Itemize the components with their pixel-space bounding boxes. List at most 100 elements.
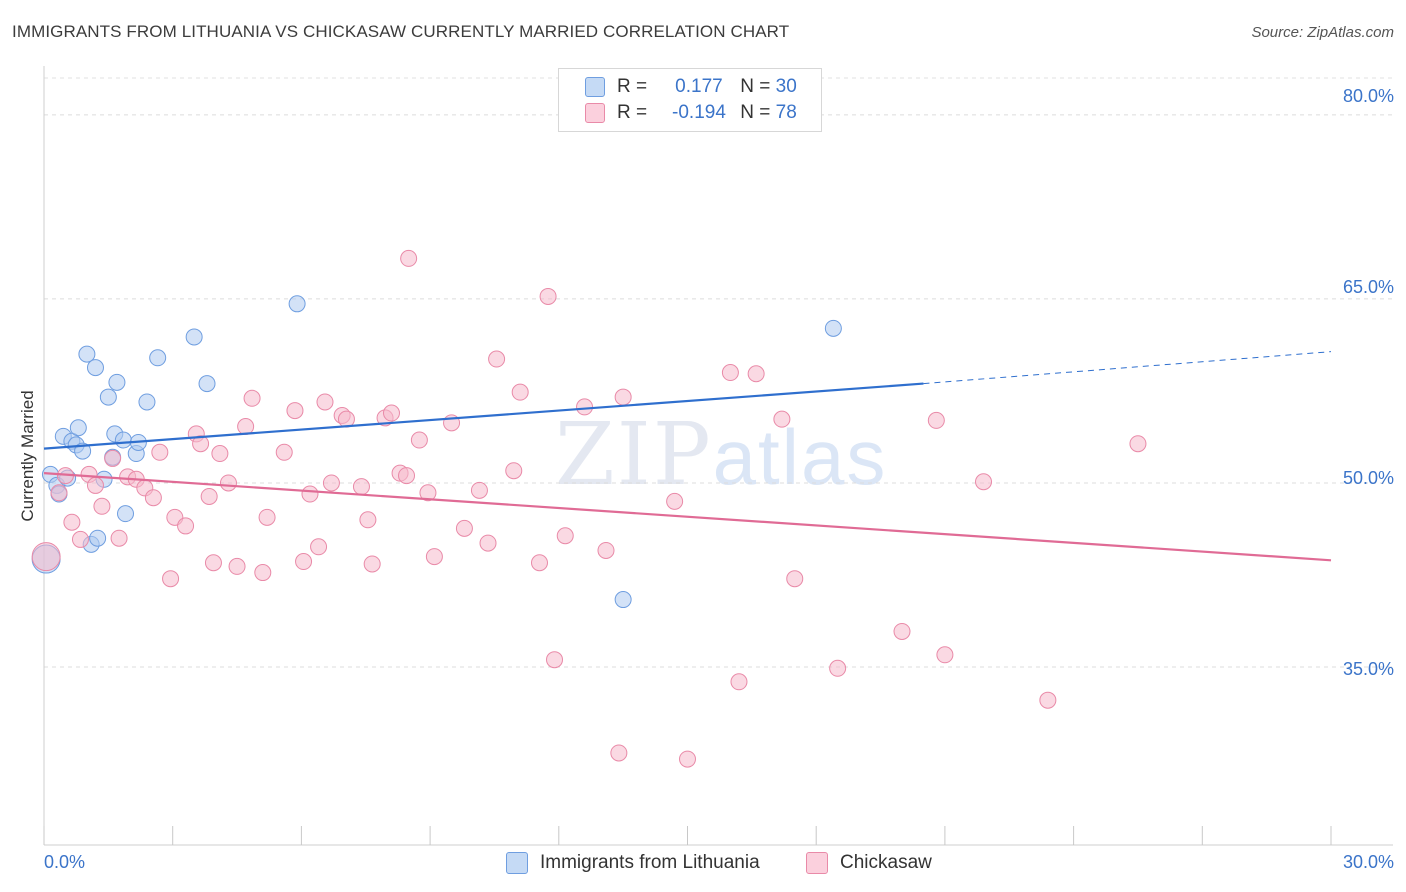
point-lithuania: [69, 419, 87, 437]
point-chickasaw: [927, 411, 945, 429]
x-tick-label-max: 30.0%: [1342, 852, 1394, 872]
point-chickasaw: [829, 659, 847, 677]
y-tick-label: 65.0%: [1342, 277, 1394, 297]
point-chickasaw: [63, 513, 81, 531]
point-chickasaw: [310, 538, 328, 556]
legend-item-chickasaw[interactable]: Chickasaw: [806, 852, 932, 874]
point-chickasaw: [730, 673, 748, 691]
point-chickasaw: [786, 570, 804, 588]
point-chickasaw: [93, 497, 111, 515]
trendline-lithuania: [43, 382, 924, 450]
point-chickasaw: [400, 249, 418, 267]
y-tick-label: 35.0%: [1342, 659, 1394, 679]
point-chickasaw: [237, 418, 255, 436]
legend-row-lithuania: R = 0.177 N = 30: [585, 74, 797, 100]
point-lithuania: [114, 431, 132, 449]
point-chickasaw: [505, 462, 523, 480]
point-chickasaw: [419, 484, 437, 502]
point-chickasaw: [286, 402, 304, 420]
point-chickasaw: [425, 548, 443, 566]
point-chickasaw: [1129, 435, 1147, 453]
point-chickasaw: [610, 744, 628, 762]
trendline-chickasaw: [43, 472, 1332, 562]
point-chickasaw: [747, 365, 765, 383]
point-chickasaw: [666, 492, 684, 510]
point-chickasaw: [71, 530, 89, 548]
point-chickasaw: [679, 750, 696, 768]
point-chickasaw: [275, 443, 293, 461]
trendline-lithuania-extension: [923, 351, 1332, 385]
series-legend: Immigrants from Lithuania Chickasaw: [0, 852, 1406, 878]
legend-r-label: R =: [617, 102, 648, 123]
point-chickasaw: [31, 542, 61, 572]
point-chickasaw: [614, 388, 632, 406]
point-chickasaw: [295, 553, 313, 571]
point-chickasaw: [316, 393, 334, 411]
point-chickasaw: [546, 651, 564, 669]
point-chickasaw: [773, 410, 791, 428]
chart-title: IMMIGRANTS FROM LITHUANIA VS CHICKASAW C…: [12, 22, 790, 41]
point-lithuania: [89, 529, 107, 547]
point-chickasaw: [177, 517, 195, 535]
correlation-legend: R = 0.177 N = 30 R = -0.194 N = 78: [558, 68, 822, 132]
point-chickasaw: [200, 487, 218, 505]
point-lithuania: [86, 359, 104, 377]
point-lithuania: [824, 319, 842, 337]
point-chickasaw: [936, 646, 954, 664]
y-axis-title: Currently Married: [18, 390, 37, 522]
point-chickasaw: [597, 541, 615, 559]
point-chickasaw: [488, 350, 506, 368]
point-lithuania: [185, 328, 203, 346]
point-chickasaw: [301, 485, 319, 503]
point-lithuania: [117, 505, 135, 523]
point-chickasaw: [352, 478, 370, 496]
point-chickasaw: [228, 557, 246, 575]
point-chickasaw: [556, 527, 574, 545]
legend-swatch-lithuania: [585, 77, 605, 97]
point-chickasaw: [144, 489, 162, 507]
legend-swatch-lithuania: [506, 852, 528, 874]
point-chickasaw: [322, 474, 340, 492]
point-chickasaw: [470, 481, 488, 499]
point-chickasaw: [211, 445, 229, 463]
legend-n-value: 30: [775, 76, 797, 97]
legend-item-lithuania[interactable]: Immigrants from Lithuania: [506, 852, 760, 874]
point-chickasaw: [530, 554, 548, 572]
source-label: Source: ZipAtlas.com: [1251, 24, 1394, 41]
point-chickasaw: [479, 534, 497, 552]
point-chickasaw: [975, 473, 993, 491]
point-chickasaw: [1039, 691, 1057, 709]
point-chickasaw: [539, 287, 557, 305]
point-chickasaw: [204, 554, 222, 572]
point-lithuania: [288, 295, 306, 313]
point-chickasaw: [382, 404, 400, 422]
point-chickasaw: [243, 389, 261, 407]
watermark-atlas: atlas: [712, 413, 888, 501]
legend-row-chickasaw: R = -0.194 N = 78: [585, 100, 797, 126]
y-tick-label: 50.0%: [1342, 468, 1394, 488]
point-chickasaw: [219, 474, 237, 492]
point-lithuania: [198, 375, 216, 393]
watermark-zip: ZIP: [555, 405, 713, 505]
legend-r-value: -0.194: [672, 102, 726, 123]
legend-n-label: N =: [740, 102, 771, 123]
point-lithuania: [99, 388, 117, 406]
point-chickasaw: [50, 484, 68, 502]
point-chickasaw: [162, 570, 180, 588]
point-chickasaw: [363, 555, 381, 573]
point-chickasaw: [398, 467, 416, 485]
point-chickasaw: [258, 508, 276, 526]
legend-n-label: N =: [740, 76, 771, 97]
point-chickasaw: [410, 431, 428, 449]
legend-r-value: 0.177: [675, 76, 723, 97]
point-chickasaw: [455, 519, 473, 537]
point-chickasaw: [86, 476, 104, 494]
point-lithuania: [614, 591, 632, 609]
point-lithuania: [78, 345, 96, 363]
point-chickasaw: [110, 529, 128, 547]
watermark: ZIPatlas: [555, 405, 887, 505]
y-tick-label: 80.0%: [1342, 86, 1394, 106]
legend-label-chickasaw: Chickasaw: [840, 852, 932, 873]
point-lithuania: [138, 393, 156, 411]
